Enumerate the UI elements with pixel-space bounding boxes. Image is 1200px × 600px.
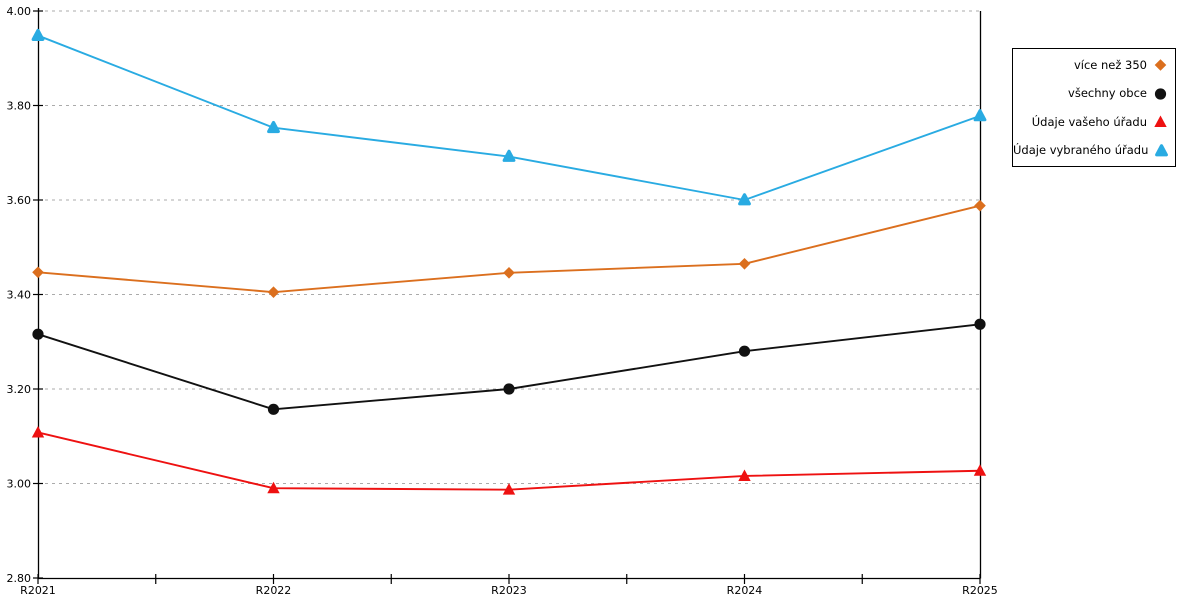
circle-marker-icon [1154, 88, 1167, 100]
svg-text:2.80: 2.80 [7, 572, 32, 585]
svg-text:3.80: 3.80 [7, 100, 32, 113]
legend-item: Údaje vybraného úřadu [1013, 137, 1168, 163]
legend: více než 350 všechny obce Údaje vašeho ú… [1012, 48, 1176, 167]
legend-label: více než 350 [1073, 57, 1147, 72]
legend-item: Údaje vašeho úřadu [1013, 109, 1168, 135]
svg-text:R2025: R2025 [962, 584, 998, 597]
svg-text:3.40: 3.40 [7, 289, 32, 302]
svg-text:3.60: 3.60 [7, 194, 32, 207]
svg-text:R2024: R2024 [727, 584, 763, 597]
legend-label: Údaje vašeho úřadu [1031, 114, 1147, 129]
svg-text:R2021: R2021 [20, 584, 56, 597]
triangle-rounded-marker-icon [1155, 144, 1168, 157]
svg-text:3.00: 3.00 [7, 478, 32, 491]
svg-text:R2023: R2023 [491, 584, 527, 597]
svg-text:3.20: 3.20 [7, 383, 32, 396]
svg-text:4.00: 4.00 [7, 5, 32, 18]
legend-item: všechny obce [1013, 80, 1168, 106]
legend-item: více než 350 [1013, 52, 1168, 78]
diamond-marker-icon [1154, 59, 1167, 71]
legend-label: Údaje vybraného úřadu [1013, 143, 1149, 158]
svg-text:R2022: R2022 [256, 584, 292, 597]
triangle-marker-icon [1154, 115, 1167, 128]
legend-label: všechny obce [1068, 86, 1147, 101]
